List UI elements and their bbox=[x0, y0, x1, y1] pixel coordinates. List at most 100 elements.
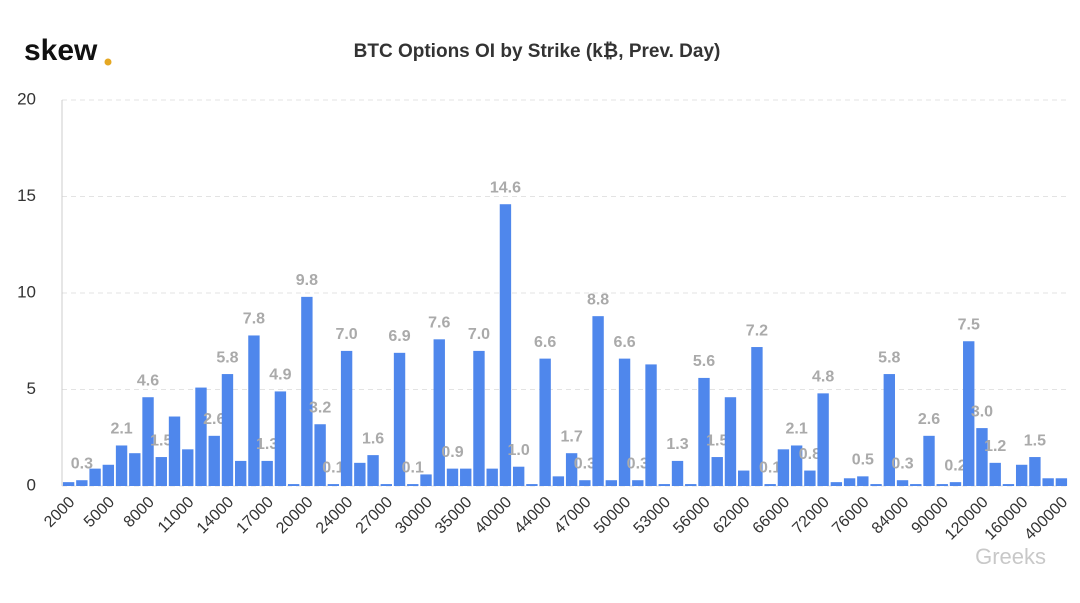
x-tick-label: 30000 bbox=[392, 494, 436, 538]
value-label: 0.8 bbox=[799, 446, 821, 463]
bar bbox=[579, 480, 591, 486]
bar bbox=[1015, 464, 1028, 486]
value-label: 7.0 bbox=[468, 326, 490, 343]
x-tick-label: 72000 bbox=[789, 494, 833, 538]
bar bbox=[777, 449, 790, 486]
value-label: 1.2 bbox=[984, 438, 1006, 455]
bar bbox=[460, 468, 472, 486]
bar bbox=[89, 468, 101, 486]
bar bbox=[539, 358, 551, 486]
value-label: 2.6 bbox=[203, 411, 225, 428]
bar bbox=[393, 352, 406, 486]
value-label: 2.1 bbox=[110, 421, 132, 438]
y-tick-label: 15 bbox=[17, 186, 36, 205]
y-tick-label: 20 bbox=[17, 89, 36, 108]
bar bbox=[883, 374, 895, 486]
y-tick-label: 10 bbox=[17, 282, 36, 301]
bar bbox=[605, 480, 618, 486]
x-tick-label: 40000 bbox=[472, 494, 516, 538]
bar bbox=[499, 204, 512, 486]
bar bbox=[340, 350, 353, 486]
x-tick-label: 5000 bbox=[81, 494, 118, 531]
x-tick-label: 47000 bbox=[551, 494, 595, 538]
value-label: 1.3 bbox=[666, 436, 688, 453]
value-label: 2.1 bbox=[786, 421, 808, 438]
value-label: 5.8 bbox=[216, 349, 238, 366]
bar bbox=[62, 482, 75, 486]
bar bbox=[976, 428, 988, 486]
bar bbox=[738, 470, 750, 486]
x-tick-label: 44000 bbox=[511, 494, 555, 538]
value-label: 0.9 bbox=[441, 444, 463, 461]
bar bbox=[1029, 457, 1041, 486]
x-tick-label: 400000 bbox=[1021, 494, 1071, 544]
value-label: 1.5 bbox=[706, 432, 728, 449]
bar bbox=[446, 468, 459, 486]
x-tick-label: 62000 bbox=[710, 494, 754, 538]
value-label: 0.3 bbox=[627, 455, 649, 472]
x-tick-label: 160000 bbox=[982, 494, 1032, 544]
value-label: 7.6 bbox=[428, 315, 450, 332]
value-label: 1.0 bbox=[508, 442, 530, 459]
value-label: 4.6 bbox=[137, 372, 159, 389]
x-tick-label: 8000 bbox=[121, 494, 158, 531]
bar bbox=[248, 335, 260, 486]
bar bbox=[910, 484, 922, 486]
bar bbox=[512, 466, 525, 486]
bar bbox=[870, 484, 882, 486]
bar bbox=[804, 470, 816, 486]
bar bbox=[168, 416, 181, 486]
bar bbox=[989, 462, 1001, 486]
bar bbox=[314, 424, 326, 486]
value-label: 6.6 bbox=[534, 334, 556, 351]
bar bbox=[301, 296, 313, 486]
x-tick-label: 2000 bbox=[41, 494, 78, 531]
bar bbox=[76, 480, 88, 486]
bar bbox=[433, 339, 445, 486]
x-tick-label: 50000 bbox=[591, 494, 635, 538]
bar bbox=[221, 374, 234, 486]
y-tick-label: 5 bbox=[27, 379, 36, 398]
value-label: 0.3 bbox=[574, 455, 596, 472]
brand-dot bbox=[104, 58, 112, 66]
bar bbox=[235, 460, 247, 486]
value-label: 1.6 bbox=[362, 430, 384, 447]
x-tick-label: 53000 bbox=[631, 494, 675, 538]
bar bbox=[1055, 478, 1068, 486]
x-tick-label: 27000 bbox=[353, 494, 397, 538]
x-tick-label: 14000 bbox=[194, 494, 238, 538]
bar bbox=[658, 484, 670, 486]
bar bbox=[671, 460, 684, 486]
bar bbox=[632, 480, 644, 486]
bar bbox=[698, 377, 710, 486]
bar bbox=[1002, 484, 1015, 486]
x-tick-label: 84000 bbox=[869, 494, 913, 538]
value-label: 2.6 bbox=[918, 411, 940, 428]
value-label: 4.8 bbox=[812, 369, 834, 386]
bar bbox=[857, 476, 869, 486]
bar bbox=[949, 482, 962, 486]
bar bbox=[367, 455, 379, 486]
value-label: 7.5 bbox=[958, 316, 980, 333]
bar bbox=[790, 445, 803, 486]
bar bbox=[261, 460, 273, 486]
bar bbox=[327, 484, 340, 486]
x-tick-label: 120000 bbox=[942, 494, 992, 544]
bar bbox=[923, 435, 935, 486]
bar bbox=[155, 457, 167, 486]
bar bbox=[420, 474, 432, 486]
bar bbox=[407, 484, 419, 486]
x-tick-label: 24000 bbox=[313, 494, 357, 538]
x-tick-label: 66000 bbox=[750, 494, 794, 538]
value-label: 5.8 bbox=[878, 349, 900, 366]
bar bbox=[936, 484, 948, 486]
bar bbox=[208, 435, 220, 486]
value-label: 0.3 bbox=[891, 455, 913, 472]
value-label: 7.2 bbox=[746, 322, 768, 339]
bar bbox=[195, 387, 207, 486]
value-label: 0.2 bbox=[944, 457, 966, 474]
x-tick-label: 56000 bbox=[670, 494, 714, 538]
bar bbox=[565, 453, 578, 486]
bar bbox=[592, 316, 604, 486]
